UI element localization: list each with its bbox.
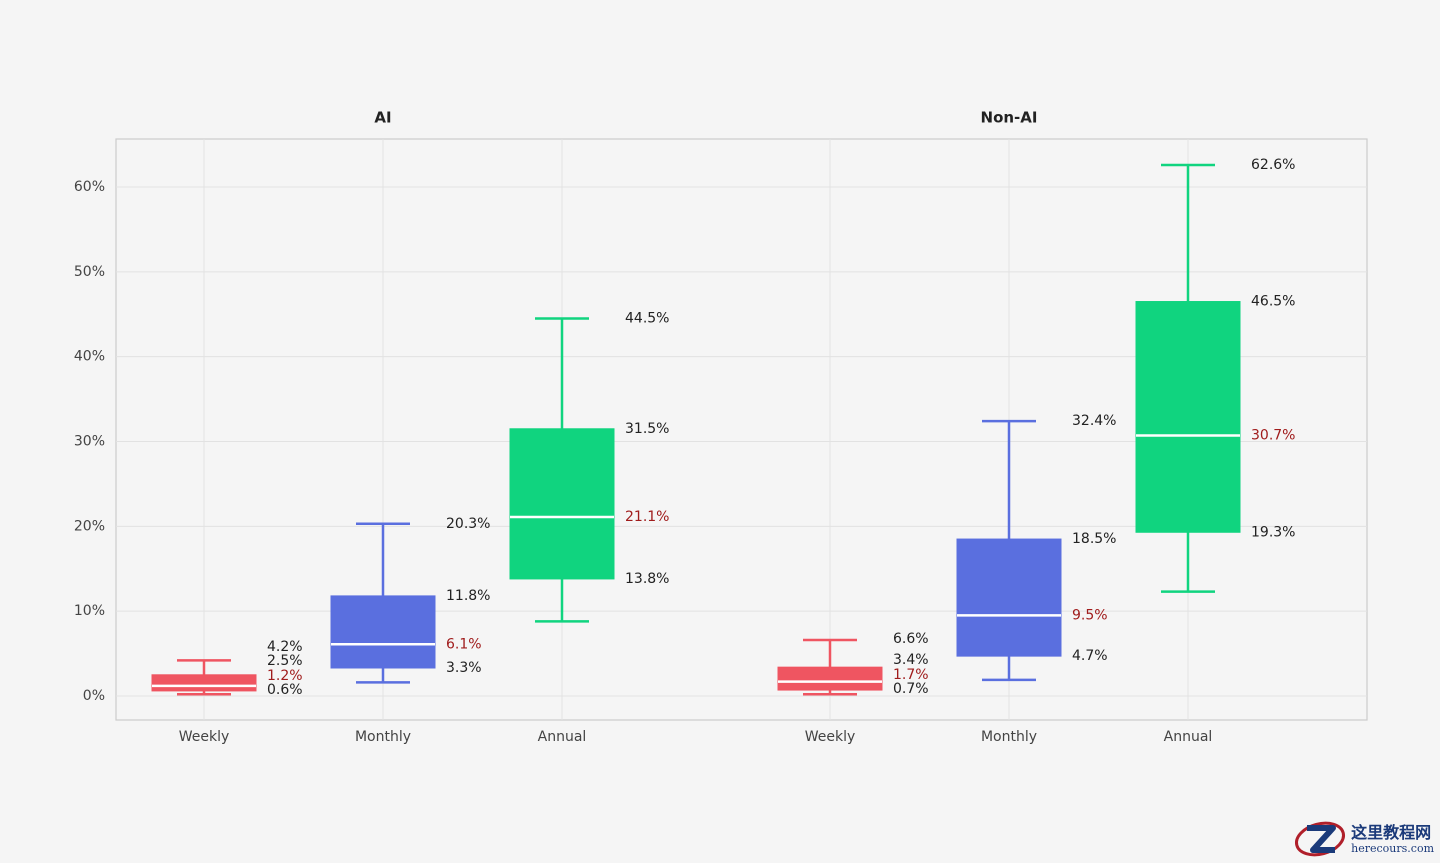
x-tick-label: Weekly — [805, 729, 856, 745]
label-median: 1.2% — [267, 668, 303, 684]
y-tick-label: 20% — [74, 518, 105, 534]
box-annual — [1135, 163, 1241, 593]
box-monthly — [956, 419, 1062, 682]
label-median: 9.5% — [1072, 607, 1108, 623]
label-q3: 3.4% — [893, 652, 929, 668]
panel-title-0: AI — [374, 109, 391, 127]
y-tick-label: 50% — [74, 264, 105, 280]
label-q1: 0.7% — [893, 681, 929, 697]
label-q3: 2.5% — [267, 653, 303, 669]
label-q3: 11.8% — [446, 588, 490, 604]
iqr-box — [330, 595, 436, 669]
label-whisker-high: 44.5% — [625, 310, 669, 326]
label-q3: 18.5% — [1072, 531, 1116, 547]
z-logo-icon — [1295, 821, 1346, 857]
label-q3: 46.5% — [1251, 294, 1295, 310]
label-median: 21.1% — [625, 509, 669, 525]
label-q3: 31.5% — [625, 421, 669, 437]
box-annual — [509, 317, 615, 623]
label-q1: 19.3% — [1251, 524, 1295, 540]
iqr-box — [1135, 301, 1241, 533]
label-median: 30.7% — [1251, 428, 1295, 444]
x-tick-label: Monthly — [981, 729, 1037, 745]
label-q1: 4.7% — [1072, 648, 1108, 664]
label-median: 1.7% — [893, 667, 929, 683]
label-whisker-high: 62.6% — [1251, 157, 1295, 173]
label-q1: 3.3% — [446, 660, 482, 676]
x-tick-label: Weekly — [179, 729, 230, 745]
box-weekly — [151, 659, 257, 696]
watermark-text-cn: 这里教程网 — [1351, 822, 1432, 842]
y-tick-label: 30% — [74, 434, 105, 450]
watermark-text-en: herecours.com — [1351, 841, 1434, 855]
y-tick-label: 40% — [74, 349, 105, 365]
x-tick-label: Annual — [538, 729, 587, 745]
y-tick-label: 0% — [83, 688, 105, 704]
label-whisker-high: 32.4% — [1072, 413, 1116, 429]
y-tick-label: 60% — [74, 179, 105, 195]
label-q1: 13.8% — [625, 571, 669, 587]
label-whisker-high: 6.6% — [893, 631, 929, 647]
iqr-box — [777, 666, 883, 691]
y-tick-label: 10% — [74, 603, 105, 619]
label-whisker-high: 4.2% — [267, 639, 303, 655]
iqr-box — [509, 428, 615, 580]
box-weekly — [777, 638, 883, 696]
x-tick-label: Monthly — [355, 729, 411, 745]
x-tick-label: Annual — [1164, 729, 1213, 745]
label-median: 6.1% — [446, 636, 482, 652]
label-q1: 0.6% — [267, 682, 303, 698]
label-whisker-high: 20.3% — [446, 516, 490, 532]
iqr-box — [956, 538, 1062, 657]
panel-title-1: Non-AI — [981, 109, 1038, 127]
iqr-box — [151, 674, 257, 692]
watermark: 这里教程网 herecours.com — [1293, 819, 1434, 859]
box-monthly — [330, 522, 436, 684]
